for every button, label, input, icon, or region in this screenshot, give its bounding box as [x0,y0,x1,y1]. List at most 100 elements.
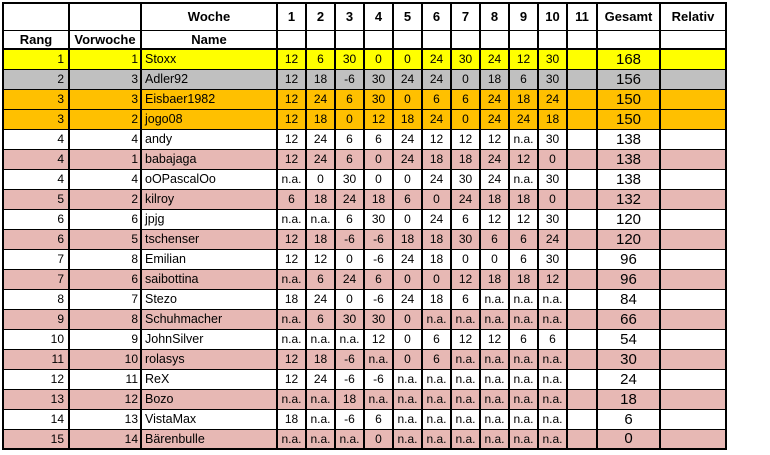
cell-week-4[interactable]: 0 [363,428,394,450]
cell-gesamt[interactable]: 120 [596,228,661,250]
header-blank-cell[interactable] [421,29,452,50]
cell-gesamt[interactable]: 0 [596,428,661,450]
cell-name[interactable]: Eisbaer1982 [140,88,278,110]
cell-name[interactable]: jpjg [140,208,278,230]
cell-week-10[interactable]: 24 [537,228,568,250]
cell-week-1[interactable]: n.a. [276,168,307,190]
cell-name[interactable]: ReX [140,368,278,390]
cell-week-7[interactable]: n.a. [450,428,481,450]
header-woche[interactable]: Woche [140,2,278,31]
cell-week-8[interactable]: n.a. [479,388,510,410]
cell-week-1[interactable]: 12 [276,248,307,270]
cell-week-2[interactable]: 6 [305,308,336,330]
cell-week-2[interactable]: n.a. [305,208,336,230]
cell-week-11[interactable] [566,308,598,330]
cell-rang[interactable]: 11 [2,348,70,370]
cell-vorwoche[interactable]: 1 [68,148,142,170]
header-blank-cell[interactable] [508,29,539,50]
cell-week-1[interactable]: 12 [276,228,307,250]
cell-week-11[interactable] [566,128,598,150]
cell-week-10[interactable]: n.a. [537,408,568,430]
cell-relativ[interactable] [659,348,727,370]
cell-week-3[interactable]: -6 [334,348,365,370]
cell-rang[interactable]: 4 [2,128,70,150]
cell-name[interactable]: VistaMax [140,408,278,430]
cell-week-8[interactable]: 24 [479,48,510,70]
cell-name[interactable]: jogo08 [140,108,278,130]
cell-week-10[interactable]: 30 [537,128,568,150]
cell-week-2[interactable]: n.a. [305,328,336,350]
cell-gesamt[interactable]: 96 [596,268,661,290]
cell-week-3[interactable]: 18 [334,388,365,410]
cell-week-5[interactable]: 18 [392,228,423,250]
cell-vorwoche[interactable]: 5 [68,228,142,250]
cell-week-5[interactable]: 0 [392,168,423,190]
cell-relativ[interactable] [659,268,727,290]
cell-week-8[interactable]: 24 [479,108,510,130]
cell-vorwoche[interactable]: 2 [68,108,142,130]
cell-rang[interactable]: 7 [2,248,70,270]
cell-week-4[interactable]: 30 [363,208,394,230]
cell-week-5[interactable]: n.a. [392,428,423,450]
cell-rang[interactable]: 6 [2,228,70,250]
cell-week-3[interactable]: 24 [334,188,365,210]
cell-relativ[interactable] [659,228,727,250]
cell-week-1[interactable]: n.a. [276,388,307,410]
cell-gesamt[interactable]: 6 [596,408,661,430]
cell-week-2[interactable]: 24 [305,128,336,150]
cell-week-5[interactable]: 24 [392,128,423,150]
cell-week-11[interactable] [566,108,598,130]
cell-relativ[interactable] [659,188,727,210]
cell-week-8[interactable]: 24 [479,148,510,170]
header-gesamt[interactable]: Gesamt [596,2,661,31]
cell-week-8[interactable]: 18 [479,68,510,90]
cell-week-9[interactable]: 18 [508,188,539,210]
cell-week-6[interactable]: n.a. [421,308,452,330]
cell-relativ[interactable] [659,288,727,310]
header-blank-cell[interactable] [392,29,423,50]
cell-week-1[interactable]: 12 [276,368,307,390]
cell-week-5[interactable]: 18 [392,108,423,130]
cell-week-5[interactable]: n.a. [392,408,423,430]
cell-week-2[interactable]: 12 [305,248,336,270]
cell-week-7[interactable]: n.a. [450,388,481,410]
cell-week-11[interactable] [566,268,598,290]
cell-week-8[interactable]: n.a. [479,428,510,450]
cell-week-1[interactable]: 6 [276,188,307,210]
cell-week-8[interactable]: 18 [479,188,510,210]
cell-week-4[interactable]: 0 [363,148,394,170]
cell-week-2[interactable]: 18 [305,108,336,130]
cell-relativ[interactable] [659,88,727,110]
cell-week-4[interactable]: 6 [363,128,394,150]
cell-week-3[interactable]: 6 [334,128,365,150]
cell-relativ[interactable] [659,168,727,190]
cell-week-6[interactable]: 24 [421,68,452,90]
cell-week-10[interactable]: 6 [537,328,568,350]
header-blank-cell[interactable] [305,29,336,50]
cell-week-4[interactable]: 18 [363,188,394,210]
cell-name[interactable]: kilroy [140,188,278,210]
cell-week-8[interactable]: 0 [479,248,510,270]
cell-week-8[interactable]: 6 [479,228,510,250]
cell-week-3[interactable]: n.a. [334,328,365,350]
cell-week-1[interactable]: 18 [276,288,307,310]
cell-week-7[interactable]: n.a. [450,408,481,430]
cell-gesamt[interactable]: 168 [596,48,661,70]
cell-week-1[interactable]: 12 [276,108,307,130]
header-week-10[interactable]: 10 [537,2,568,31]
cell-week-11[interactable] [566,88,598,110]
cell-week-2[interactable]: 24 [305,148,336,170]
cell-relativ[interactable] [659,428,727,450]
cell-week-3[interactable]: 6 [334,88,365,110]
cell-rang[interactable]: 14 [2,408,70,430]
cell-week-4[interactable]: 12 [363,108,394,130]
cell-week-7[interactable]: 0 [450,108,481,130]
cell-name[interactable]: andy [140,128,278,150]
cell-week-7[interactable]: 6 [450,88,481,110]
cell-week-6[interactable]: 24 [421,208,452,230]
cell-week-9[interactable]: n.a. [508,168,539,190]
cell-week-10[interactable]: n.a. [537,348,568,370]
cell-relativ[interactable] [659,68,727,90]
cell-week-8[interactable]: 24 [479,88,510,110]
cell-gesamt[interactable]: 138 [596,148,661,170]
